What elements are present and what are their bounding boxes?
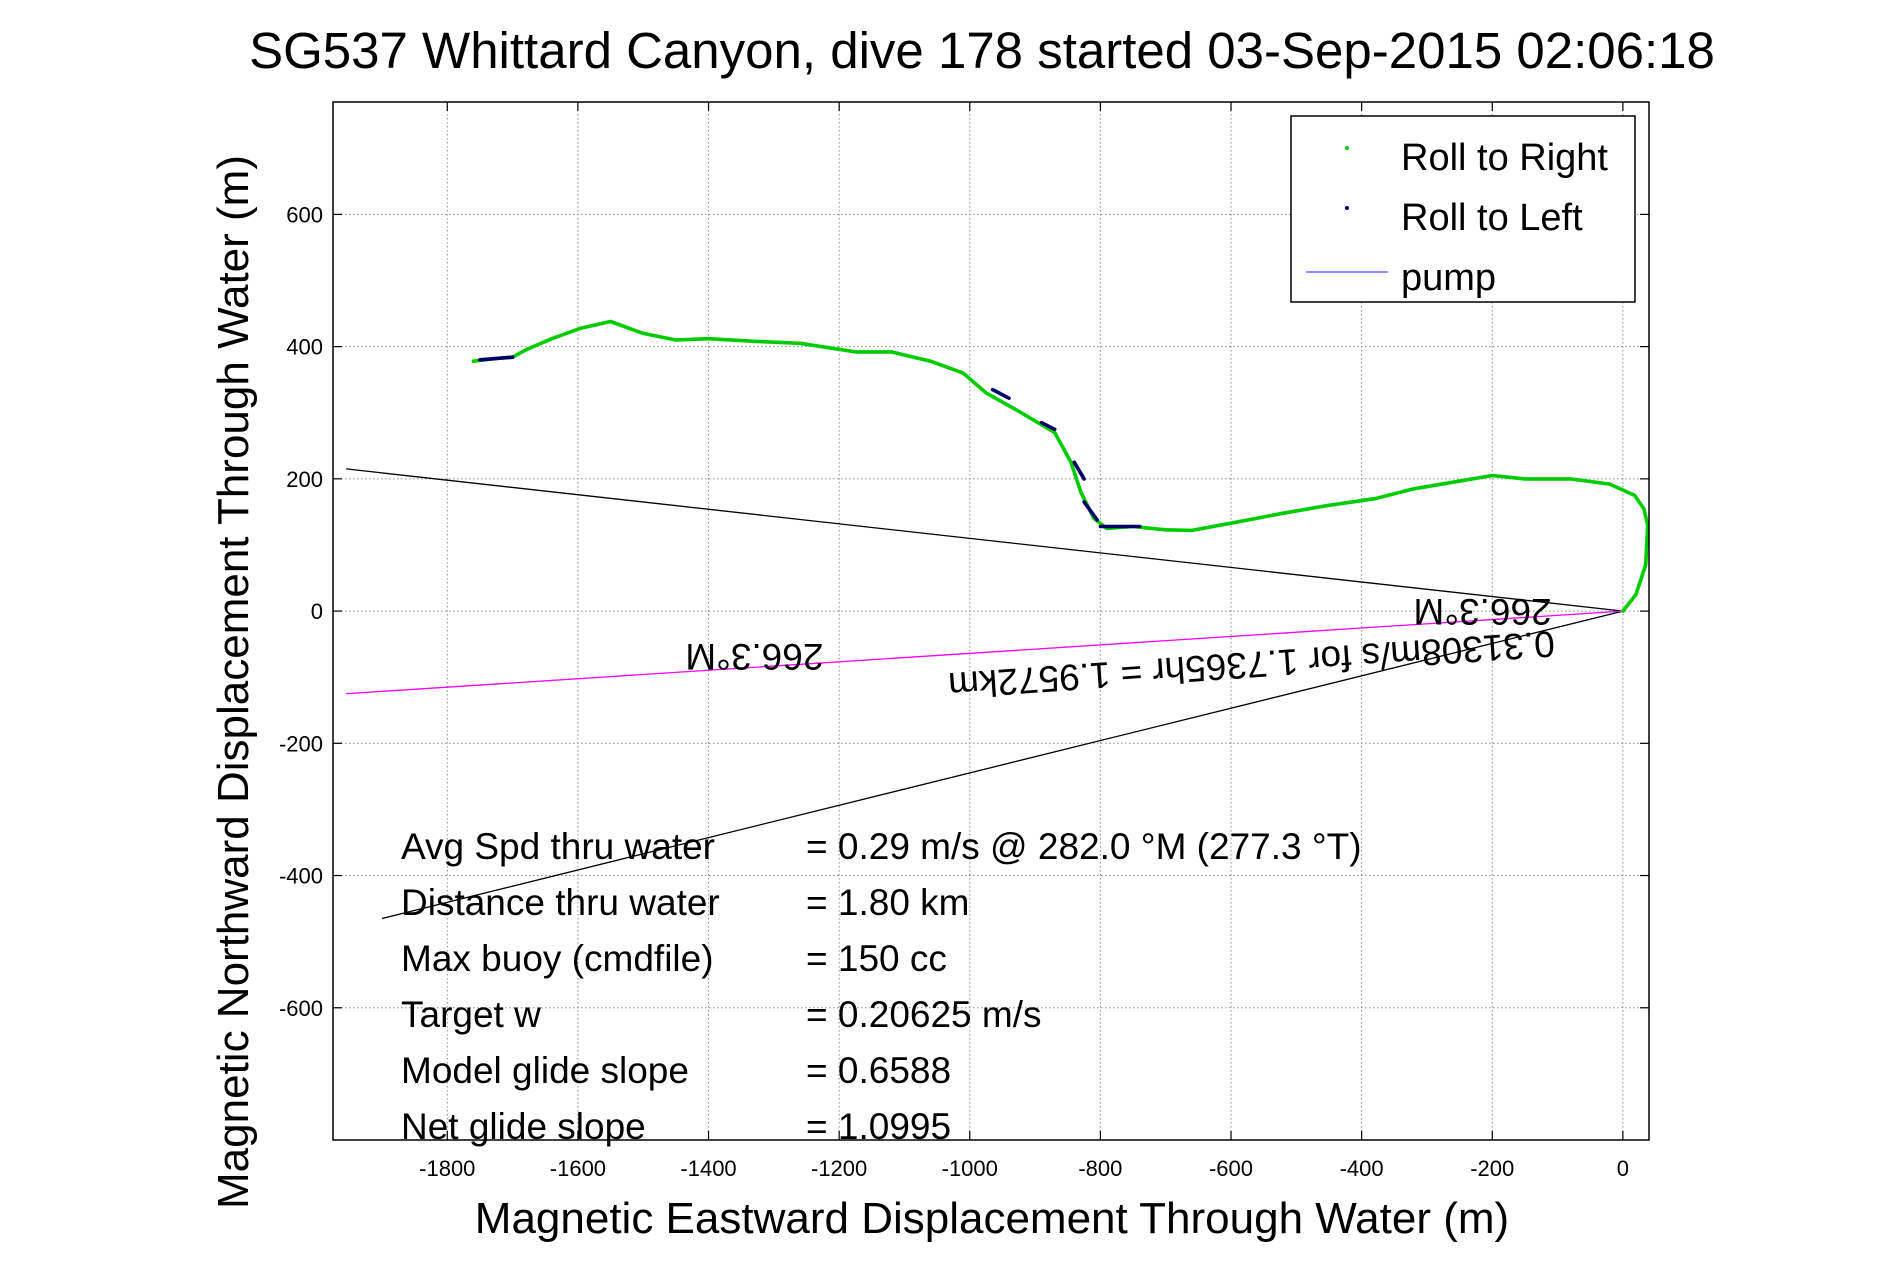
x-tick-label: 0: [1617, 1156, 1629, 1181]
y-tick-label: -600: [279, 996, 323, 1021]
stat-value: = 1.0995: [806, 1106, 951, 1147]
line-bound-upper: [346, 468, 1623, 612]
stat-label: Net glide slope: [401, 1106, 646, 1147]
line-bound-lower: [381, 610, 1624, 920]
stat-value: = 150 cc: [806, 938, 947, 979]
stat-value: = 1.80 km: [806, 882, 970, 923]
line-heading-magenta: [346, 610, 1623, 695]
legend-swatch: [1345, 206, 1349, 210]
stat-label: Distance thru water: [401, 882, 720, 923]
x-tick-label: -400: [1340, 1156, 1384, 1181]
stat-label: Model glide slope: [401, 1050, 689, 1091]
track-roll-left: [990, 387, 1011, 401]
stat-value: = 0.20625 m/s: [806, 994, 1042, 1035]
stat-value: = 0.29 m/s @ 282.0 °M (277.3 °T): [806, 826, 1362, 867]
y-tick-label: 200: [286, 467, 323, 492]
track-roll-right: [471, 319, 1650, 613]
x-tick-label: -1400: [680, 1156, 736, 1181]
x-axis-label: Magnetic Eastward Displacement Through W…: [475, 1194, 1509, 1243]
plot-data: [346, 319, 1650, 920]
y-tick-label: 400: [286, 335, 323, 360]
stat-label: Avg Spd thru water: [401, 826, 715, 867]
stats-block: Avg Spd thru water = 0.29 m/s @ 282.0 °M …: [401, 826, 1362, 1147]
x-tick-label: -1800: [419, 1156, 475, 1181]
tick-labels: -1800 -1600 -1400 -1200 -1000 -800 -600 -400 -20…: [279, 202, 1629, 1181]
y-tick-label: -200: [279, 731, 323, 756]
x-tick-label: -1200: [811, 1156, 867, 1181]
track-roll-left: [1082, 500, 1099, 522]
legend-label: Roll to Left: [1401, 197, 1583, 239]
y-tick-label: -400: [279, 864, 323, 889]
stat-label: Target w: [401, 994, 541, 1035]
plot-frame: [332, 101, 1650, 1141]
heading-annotation: 266.3°M: [1413, 591, 1551, 632]
legend: Roll to Right Roll to Left pump: [1290, 115, 1636, 303]
x-tick-label: -1000: [942, 1156, 998, 1181]
heading-annotation: 266.3°M: [685, 636, 823, 677]
x-tick-label: -800: [1078, 1156, 1122, 1181]
legend-label: Roll to Right: [1401, 137, 1608, 179]
x-tick-label: -200: [1470, 1156, 1514, 1181]
x-tick-label: -600: [1209, 1156, 1253, 1181]
y-tick-label: 600: [286, 202, 323, 227]
track-roll-left: [478, 355, 515, 362]
track-roll-left: [1039, 420, 1057, 432]
x-tick-label: -1600: [550, 1156, 606, 1181]
track-roll-left: [1072, 460, 1086, 481]
legend-swatch: [1345, 146, 1349, 150]
chart-title: SG537 Whittard Canyon, dive 178 started …: [249, 22, 1715, 79]
stat-value: = 0.6588: [806, 1050, 951, 1091]
legend-label: pump: [1401, 257, 1496, 299]
y-tick-label: 0: [311, 599, 323, 624]
stat-label: Max buoy (cmdfile): [401, 938, 714, 979]
y-axis-label: Magnetic Northward Displacement Through …: [209, 155, 258, 1209]
